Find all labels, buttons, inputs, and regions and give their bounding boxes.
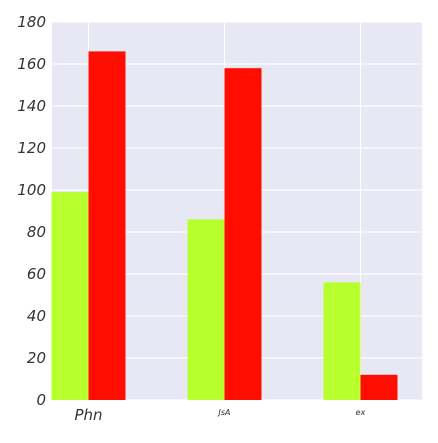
y-tick-label: 100 xyxy=(17,181,46,199)
y-tick-label: 0 xyxy=(36,391,46,409)
bar-ex-series-2 xyxy=(360,374,398,400)
x-tick-label-ex: ex xyxy=(356,408,366,417)
y-tick-label: 180 xyxy=(17,13,46,31)
x-axis-ticks: Phn JsA ex xyxy=(74,406,365,424)
bar-jsa-series-1 xyxy=(187,219,225,400)
x-tick-label-phn: Phn xyxy=(74,406,102,424)
bar-phn-series-1 xyxy=(51,192,89,400)
y-tick-label: 40 xyxy=(27,307,46,325)
x-tick-label-jsa: JsA xyxy=(217,408,231,417)
bar-phn-series-2 xyxy=(88,51,126,401)
y-tick-label: 120 xyxy=(17,139,46,157)
y-tick-label: 140 xyxy=(17,97,46,115)
y-tick-label: 80 xyxy=(27,223,46,241)
bar-ex-series-1 xyxy=(323,282,361,400)
y-tick-label: 20 xyxy=(27,349,46,367)
y-tick-label: 60 xyxy=(27,265,46,283)
y-axis-ticks: 0 20 40 60 80 100 120 140 160 180 xyxy=(17,13,46,409)
bar-jsa-series-2 xyxy=(224,68,262,400)
bars xyxy=(51,51,398,401)
y-tick-label: 160 xyxy=(17,55,46,73)
